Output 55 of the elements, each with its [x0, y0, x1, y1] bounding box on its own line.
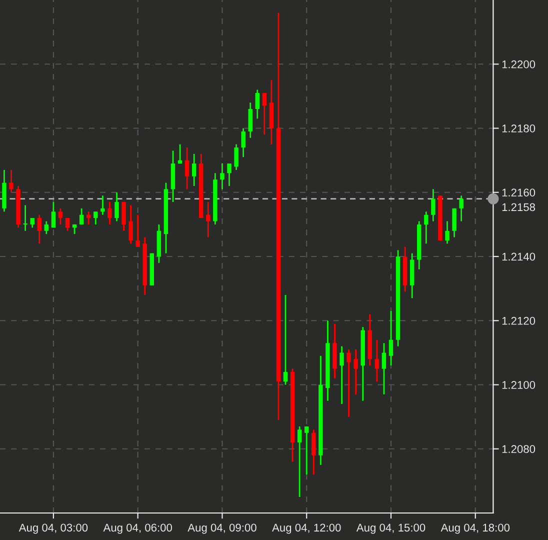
- candlestick: [192, 153, 196, 187]
- ref-line-label: 1.2158: [502, 203, 536, 212]
- candlestick: [255, 89, 260, 120]
- x-tick-label: Aug 04, 06:00: [103, 524, 172, 534]
- candlestick: [346, 348, 351, 418]
- candlestick: [206, 201, 210, 238]
- candlestick: [248, 102, 252, 139]
- candlestick: [100, 194, 105, 216]
- candlestick: [374, 339, 380, 382]
- candlestick: [304, 426, 309, 476]
- candlestick: [114, 192, 119, 222]
- candlestick: [262, 92, 267, 136]
- y-tick-label: 1.2160: [502, 188, 536, 197]
- candlestick: [79, 208, 84, 226]
- candlestick: [340, 346, 344, 405]
- candlestick: [23, 204, 28, 232]
- candlestick: [312, 428, 316, 476]
- candlestick: [30, 217, 34, 228]
- candlestick: [122, 201, 126, 232]
- candlestick: [388, 310, 394, 366]
- candlestick: [431, 188, 436, 222]
- x-tick-label: Aug 04, 15:00: [356, 524, 426, 534]
- candlestick: [184, 146, 190, 190]
- candlestick: [37, 214, 42, 244]
- candlestick: [220, 162, 224, 190]
- y-tick-label: 1.2080: [502, 445, 536, 454]
- candlestick: [108, 201, 112, 226]
- x-tick-label: Aug 04, 09:00: [188, 524, 256, 534]
- x-tick-label: Aug 04, 18:00: [440, 524, 510, 534]
- candlestick: [65, 217, 70, 232]
- candlestick: [459, 194, 464, 222]
- y-tick-label: 1.2140: [502, 252, 536, 261]
- candlestick: [241, 128, 246, 158]
- candlestick: [297, 426, 302, 498]
- candlestick: [128, 204, 133, 244]
- candlestick: [382, 342, 386, 396]
- candlestick: [354, 348, 358, 396]
- candlestick: [44, 220, 49, 235]
- candlestick: [136, 214, 140, 248]
- x-tick-label: Aug 04, 12:00: [272, 524, 341, 534]
- candlestick: [283, 294, 288, 386]
- candlestick: [227, 162, 232, 187]
- candlestick: [58, 208, 63, 226]
- candlestick: [234, 144, 238, 171]
- candlestick: [445, 220, 450, 244]
- candlestick: [94, 210, 98, 226]
- candlestick: [51, 201, 56, 228]
- y-tick-label: 1.2180: [502, 124, 536, 132]
- y-tick-label: 1.2100: [502, 381, 536, 389]
- candlestick: [424, 210, 428, 244]
- y-tick-label: 1.2200: [502, 60, 536, 68]
- candlestick: [452, 208, 456, 238]
- y-tick-label: 1.2120: [502, 316, 536, 325]
- x-tick-label: Aug 04, 03:00: [18, 524, 88, 534]
- candlestick: [9, 169, 14, 194]
